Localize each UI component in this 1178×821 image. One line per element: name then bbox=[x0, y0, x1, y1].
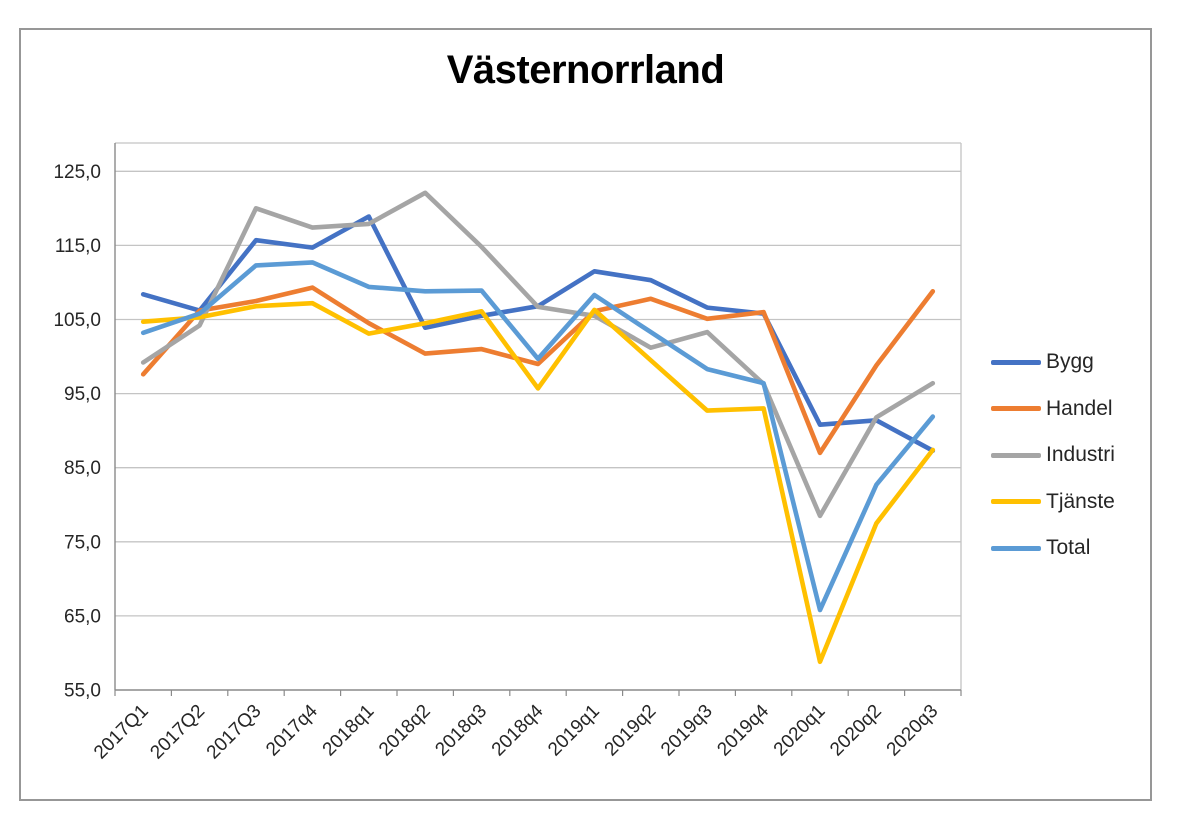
chart-frame bbox=[19, 28, 1152, 801]
x-axis-tick-label: 2019q1 bbox=[544, 701, 604, 761]
y-axis-tick-label: 75,0 bbox=[64, 532, 101, 553]
legend-swatch-icon bbox=[991, 406, 1041, 411]
x-axis-tick-label: 2017Q2 bbox=[146, 701, 209, 764]
y-axis-tick-label: 85,0 bbox=[64, 458, 101, 479]
legend-item-tjänste: Tjänste bbox=[991, 488, 1115, 516]
legend-item-industri: Industri bbox=[991, 441, 1115, 469]
x-axis-tick-label: 2018q4 bbox=[488, 700, 548, 760]
legend-swatch-icon bbox=[991, 545, 1041, 551]
legend-swatch-icon bbox=[991, 452, 1041, 458]
y-axis-tick-label: 55,0 bbox=[64, 681, 101, 702]
series-line-handel bbox=[140, 285, 936, 456]
y-axis-tick-label: 95,0 bbox=[64, 384, 101, 405]
y-axis-tick-label: 65,0 bbox=[64, 606, 101, 627]
x-axis-tick-label: 2020q3 bbox=[883, 701, 943, 761]
x-axis-tick-label: 2020q1 bbox=[770, 701, 830, 761]
series-line-tjänste bbox=[140, 300, 936, 665]
x-axis-tick-label: 2018q1 bbox=[319, 701, 379, 761]
legend-label: Total bbox=[1046, 536, 1091, 559]
legend-label: Bygg bbox=[1046, 350, 1094, 373]
legend-label: Tjänste bbox=[1046, 489, 1115, 513]
x-axis-tick-label: 2019q2 bbox=[601, 701, 661, 761]
legend-swatch-icon bbox=[991, 359, 1041, 365]
chart-title: Västernorrland bbox=[446, 48, 725, 92]
legend-swatch-icon bbox=[991, 499, 1041, 504]
x-axis-tick-label: 2018q2 bbox=[375, 701, 435, 761]
y-axis-tick-label: 105,0 bbox=[53, 310, 101, 331]
x-axis-tick-label: 2017Q3 bbox=[203, 701, 266, 764]
x-axis-tick-label: 2017Q1 bbox=[90, 701, 153, 764]
legend-label: Industri bbox=[1046, 443, 1115, 466]
legend-item-bygg: Bygg bbox=[991, 348, 1094, 376]
series-line-industri bbox=[140, 190, 936, 519]
legend-item-handel: Handel bbox=[991, 395, 1113, 423]
series-line-total bbox=[140, 260, 936, 613]
legend-label: Handel bbox=[1046, 396, 1113, 420]
legend-item-total: Total bbox=[991, 534, 1090, 562]
x-axis-tick-label: 2019q3 bbox=[657, 701, 717, 761]
y-axis-tick-label: 115,0 bbox=[55, 236, 101, 257]
x-axis-tick-label: 2017q4 bbox=[262, 700, 322, 760]
x-axis-tick-label: 2019q4 bbox=[713, 700, 773, 760]
series-line-bygg bbox=[140, 214, 936, 454]
x-axis-tick-label: 2018q3 bbox=[431, 701, 491, 761]
y-axis-tick-label: 125,0 bbox=[53, 162, 101, 183]
x-axis-tick-label: 2020q2 bbox=[826, 701, 886, 761]
